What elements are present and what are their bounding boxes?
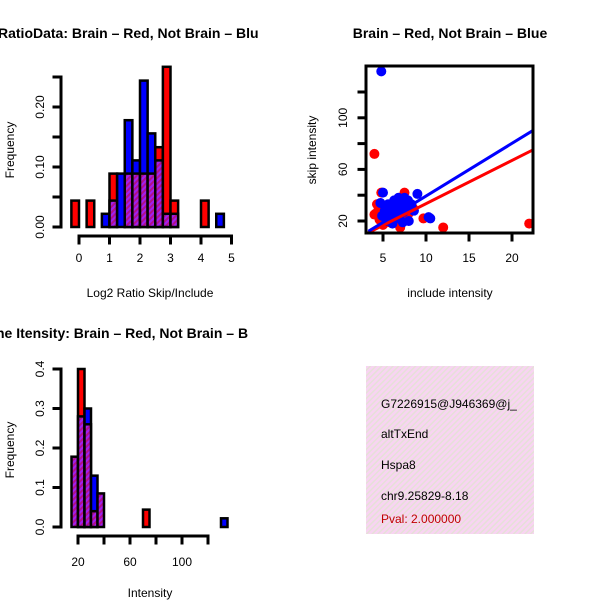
scatter-point-brain (369, 148, 380, 159)
hist2-ylabel: Frequency (3, 422, 17, 479)
x-tick-label: 3 (167, 251, 174, 265)
histogram-bar (96, 492, 106, 529)
scatter-point-not-brain (375, 197, 386, 208)
info-event-id: G7226915@J946369@j_ (381, 397, 517, 411)
info-box: G7226915@J946369@j_ altTxEnd Hspa8 chr9.… (366, 366, 534, 534)
scatter-point-not-brain (377, 210, 388, 221)
scatter-point-not-brain (385, 201, 396, 212)
x-tick-label: 0 (76, 251, 83, 265)
info-location: chr9.25829-8.18 (381, 489, 469, 503)
scatter-point-not-brain (402, 195, 413, 206)
histogram-bar (199, 199, 210, 229)
x-tick-label: 5 (228, 251, 235, 265)
histogram-bar (141, 508, 151, 529)
y-tick-label: 0.3 (33, 400, 47, 417)
histogram-bar (219, 517, 229, 529)
scatter-point-not-brain (412, 188, 423, 199)
y-tick-label: 0.20 (33, 95, 47, 119)
histogram-bar (70, 199, 81, 229)
hist1-ylabel: Frequency (3, 122, 17, 179)
y-tick-label: 20 (336, 214, 350, 228)
x-tick-label: 1 (106, 251, 113, 265)
y-tick-label: 0.4 (33, 360, 47, 377)
histogram-bar (215, 212, 226, 229)
regression-line-brain (367, 148, 533, 233)
scatter-point-not-brain (397, 217, 408, 228)
hist1-xlabel: Log2 Ratio Skip/Include (87, 286, 214, 300)
x-tick-label: 20 (505, 251, 519, 265)
scatter-point-not-brain (378, 187, 388, 198)
histogram-bar (85, 199, 96, 229)
y-tick-label: 0.00 (33, 215, 47, 239)
scatter-point-not-brain (393, 192, 404, 203)
info-pval: Pval: 2.000000 (381, 512, 461, 526)
info-event-type: altTxEnd (381, 427, 428, 441)
scatter-title: Brain – Red, Not Brain – Blue (353, 25, 548, 41)
y-tick-label: 60 (336, 162, 350, 176)
regression-line-not-brain (367, 129, 533, 233)
hist2-title: ne Itensity: Brain – Red, Not Brain – B (0, 325, 248, 341)
y-tick-label: 0.0 (33, 518, 47, 535)
x-tick-label: 2 (137, 251, 144, 265)
scatter-xlabel: include intensity (407, 286, 492, 300)
x-tick-label: 20 (71, 555, 85, 569)
info-box-background (366, 366, 534, 534)
y-tick-label: 0.2 (33, 439, 47, 456)
hist1-title: RatioData: Brain – Red, Not Brain – Blu (0, 25, 259, 41)
scatter-point-not-brain (423, 212, 434, 223)
hist2-xlabel: Intensity (128, 586, 173, 600)
scatter-plot-area (367, 66, 533, 233)
info-gene: Hspa8 (381, 458, 416, 472)
scatter-plot-frame (364, 64, 535, 235)
scatter-point-brain (524, 218, 533, 229)
histogram-bar-overlap (169, 212, 180, 229)
scatter-point-brain (438, 222, 449, 233)
x-tick-label: 10 (419, 251, 433, 265)
y-tick-label: 100 (336, 107, 350, 127)
x-tick-label: 4 (198, 251, 205, 265)
y-tick-label: 0.10 (33, 155, 47, 179)
scatter-ylabel: skip intensity (305, 116, 319, 185)
x-tick-label: 5 (380, 251, 387, 265)
scatter-point-not-brain (376, 66, 387, 77)
x-tick-label: 60 (123, 555, 137, 569)
x-tick-label: 100 (172, 555, 192, 569)
x-tick-label: 15 (462, 251, 476, 265)
y-tick-label: 0.1 (33, 479, 47, 496)
